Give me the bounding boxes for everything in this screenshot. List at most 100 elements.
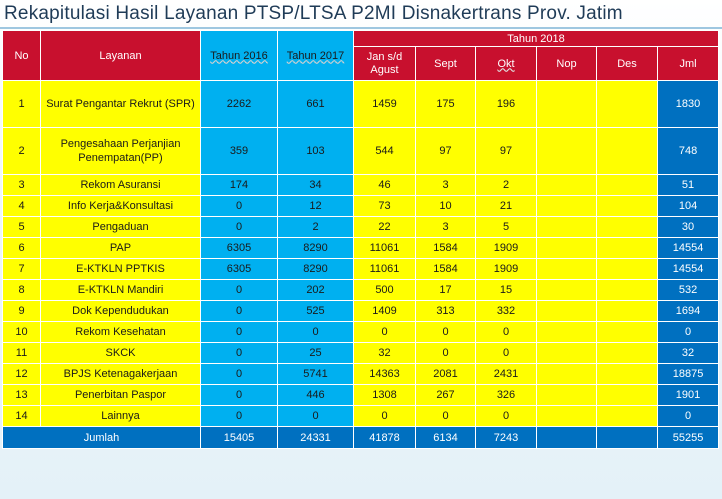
cell-jml: 1694	[656, 300, 720, 322]
cell-nop	[536, 405, 597, 427]
cell-sept: 313	[415, 300, 476, 322]
cell-layanan: Penerbitan Paspor	[40, 384, 201, 406]
cell-des	[596, 258, 658, 280]
cell-2017: 525	[277, 300, 354, 322]
cell-layanan: Rekom Kesehatan	[40, 321, 201, 343]
cell-jan-agust: 11061	[353, 258, 416, 280]
header-nop: Nop	[536, 46, 597, 81]
cell-layanan: Rekom Asuransi	[40, 174, 201, 196]
cell-layanan: Pengaduan	[40, 216, 201, 238]
cell-no: 4	[2, 195, 41, 217]
cell-des	[596, 127, 658, 175]
cell-no: 3	[2, 174, 41, 196]
cell-jan-agust: 22	[353, 216, 416, 238]
cell-2016: 2262	[200, 80, 278, 128]
cell-layanan: PAP	[40, 237, 201, 259]
cell-okt: 97	[475, 127, 537, 175]
cell-layanan: BPJS Ketenagakerjaan	[40, 363, 201, 385]
cell-no: 13	[2, 384, 41, 406]
cell-des	[596, 237, 658, 259]
table-row: 3 Rekom Asuransi 174 34 46 3 2 51	[2, 174, 720, 196]
cell-layanan: E-KTKLN Mandiri	[40, 279, 201, 301]
cell-2017: 202	[277, 279, 354, 301]
cell-nop	[536, 80, 597, 128]
cell-2016: 0	[200, 405, 278, 427]
table-row: 6 PAP 6305 8290 11061 1584 1909 14554	[2, 237, 720, 259]
header-sept: Sept	[415, 46, 476, 81]
cell-no: 14	[2, 405, 41, 427]
cell-jan-agust: 14363	[353, 363, 416, 385]
table-row: 11 SKCK 0 25 32 0 0 32	[2, 342, 720, 364]
total-sept: 6134	[415, 426, 476, 449]
cell-des	[596, 195, 658, 217]
table-row: 8 E-KTKLN Mandiri 0 202 500 17 15 532	[2, 279, 720, 301]
cell-sept: 3	[415, 174, 476, 196]
cell-nop	[536, 384, 597, 406]
cell-layanan: SKCK	[40, 342, 201, 364]
cell-jan-agust: 1409	[353, 300, 416, 322]
cell-jml: 1901	[656, 384, 720, 406]
cell-jml: 30	[656, 216, 720, 238]
table-row: 14 Lainnya 0 0 0 0 0 0	[2, 405, 720, 427]
cell-des	[596, 321, 658, 343]
cell-nop	[536, 174, 597, 196]
table-row: 2 Pengesahaan Perjanjian Penempatan(PP) …	[2, 127, 720, 175]
cell-des	[596, 342, 658, 364]
page-title: Rekapitulasi Hasil Layanan PTSP/LTSA P2M…	[4, 3, 623, 24]
cell-2016: 359	[200, 127, 278, 175]
cell-okt: 2	[475, 174, 537, 196]
table-row: 7 E-KTKLN PPTKIS 6305 8290 11061 1584 19…	[2, 258, 720, 280]
cell-layanan: Info Kerja&Konsultasi	[40, 195, 201, 217]
header-okt: Okt	[475, 46, 537, 81]
cell-2016: 0	[200, 342, 278, 364]
cell-jml: 32	[656, 342, 720, 364]
cell-sept: 3	[415, 216, 476, 238]
cell-layanan: Pengesahaan Perjanjian Penempatan(PP)	[40, 127, 201, 175]
cell-des	[596, 300, 658, 322]
cell-sept: 1584	[415, 258, 476, 280]
cell-sept: 267	[415, 384, 476, 406]
cell-nop	[536, 321, 597, 343]
cell-jan-agust: 544	[353, 127, 416, 175]
cell-2017: 446	[277, 384, 354, 406]
cell-2016: 6305	[200, 237, 278, 259]
table-row: 13 Penerbitan Paspor 0 446 1308 267 326 …	[2, 384, 720, 406]
cell-2017: 2	[277, 216, 354, 238]
cell-sept: 10	[415, 195, 476, 217]
cell-no: 1	[2, 80, 41, 128]
cell-jml: 51	[656, 174, 720, 196]
cell-2016: 0	[200, 279, 278, 301]
table-row: 10 Rekom Kesehatan 0 0 0 0 0 0	[2, 321, 720, 343]
cell-no: 12	[2, 363, 41, 385]
cell-jml: 18875	[656, 363, 720, 385]
cell-2017: 661	[277, 80, 354, 128]
total-des	[596, 426, 658, 449]
cell-2017: 103	[277, 127, 354, 175]
cell-des	[596, 405, 658, 427]
cell-jml: 104	[656, 195, 720, 217]
cell-okt: 0	[475, 405, 537, 427]
header-jml: Jml	[656, 46, 720, 81]
cell-2016: 0	[200, 300, 278, 322]
cell-2016: 0	[200, 384, 278, 406]
header-des: Des	[596, 46, 658, 81]
cell-nop	[536, 300, 597, 322]
cell-sept: 1584	[415, 237, 476, 259]
cell-2017: 5741	[277, 363, 354, 385]
cell-des	[596, 363, 658, 385]
cell-okt: 15	[475, 279, 537, 301]
cell-2016: 0	[200, 216, 278, 238]
table-row: 5 Pengaduan 0 2 22 3 5 30	[2, 216, 720, 238]
cell-layanan: Lainnya	[40, 405, 201, 427]
total-label: Jumlah	[2, 426, 201, 449]
table-row: 12 BPJS Ketenagakerjaan 0 5741 14363 208…	[2, 363, 720, 385]
cell-nop	[536, 237, 597, 259]
cell-jan-agust: 500	[353, 279, 416, 301]
cell-2017: 34	[277, 174, 354, 196]
cell-jml: 532	[656, 279, 720, 301]
cell-nop	[536, 363, 597, 385]
cell-2017: 0	[277, 321, 354, 343]
cell-2016: 0	[200, 363, 278, 385]
cell-layanan: E-KTKLN PPTKIS	[40, 258, 201, 280]
cell-des	[596, 216, 658, 238]
